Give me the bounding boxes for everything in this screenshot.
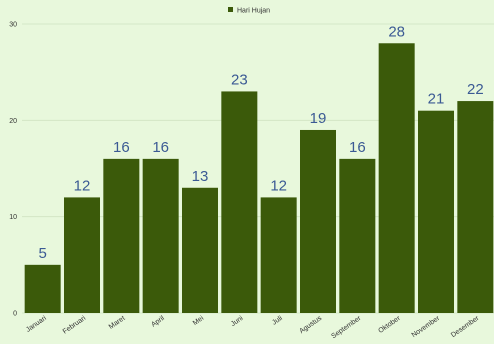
x-tick-label: Februari xyxy=(62,315,88,336)
gridlines xyxy=(22,23,494,314)
x-tick-label: November xyxy=(411,315,442,340)
bar xyxy=(221,91,258,313)
x-tick-label: Mei xyxy=(192,315,206,327)
bar xyxy=(418,110,454,313)
x-tick-label: Januari xyxy=(25,315,48,334)
bar xyxy=(64,197,100,313)
x-tick-label: Juni xyxy=(230,315,245,328)
x-tick-label: September xyxy=(330,315,363,341)
bar xyxy=(182,187,218,313)
data-label: 22 xyxy=(467,81,484,98)
data-label: 28 xyxy=(388,23,405,40)
data-label: 23 xyxy=(231,71,248,88)
y-tick-label: 0 xyxy=(13,311,17,318)
x-tick-label: Maret xyxy=(108,315,127,331)
y-tick-label: 30 xyxy=(9,22,17,29)
legend-label: Hari Hujan xyxy=(237,8,270,15)
bar xyxy=(24,264,61,313)
data-label: 21 xyxy=(428,91,445,108)
y-tick-label: 20 xyxy=(9,118,17,125)
x-axis-ticks: Januari Februari Maret April Mei Juni Juli Agus… xyxy=(25,315,481,341)
data-label: 13 xyxy=(192,168,209,185)
x-tick-label: Agustus xyxy=(298,315,323,336)
data-label: 19 xyxy=(310,110,327,127)
y-axis-ticks: 0 10 20 30 xyxy=(9,22,17,318)
data-label: 16 xyxy=(349,139,366,156)
legend: Hari Hujan xyxy=(228,7,270,15)
legend-swatch xyxy=(228,7,233,12)
data-label: 16 xyxy=(152,139,169,156)
bar xyxy=(339,158,376,313)
x-tick-label: Juli xyxy=(271,315,284,327)
bar xyxy=(142,158,179,313)
bar xyxy=(300,129,336,313)
x-tick-label: Oktober xyxy=(377,315,402,335)
bars xyxy=(24,43,494,314)
y-tick-label: 10 xyxy=(9,214,17,221)
data-label: 12 xyxy=(270,177,287,194)
bar xyxy=(260,197,297,313)
data-label: 5 xyxy=(38,245,46,262)
bar xyxy=(378,43,415,314)
data-label: 12 xyxy=(74,177,91,194)
data-label: 16 xyxy=(113,139,130,156)
bar xyxy=(457,101,494,313)
x-tick-label: Desember xyxy=(450,315,481,340)
x-tick-label: April xyxy=(150,315,166,329)
bar xyxy=(103,158,140,313)
data-labels: 5 12 16 16 13 23 12 19 16 28 21 22 xyxy=(38,23,483,262)
